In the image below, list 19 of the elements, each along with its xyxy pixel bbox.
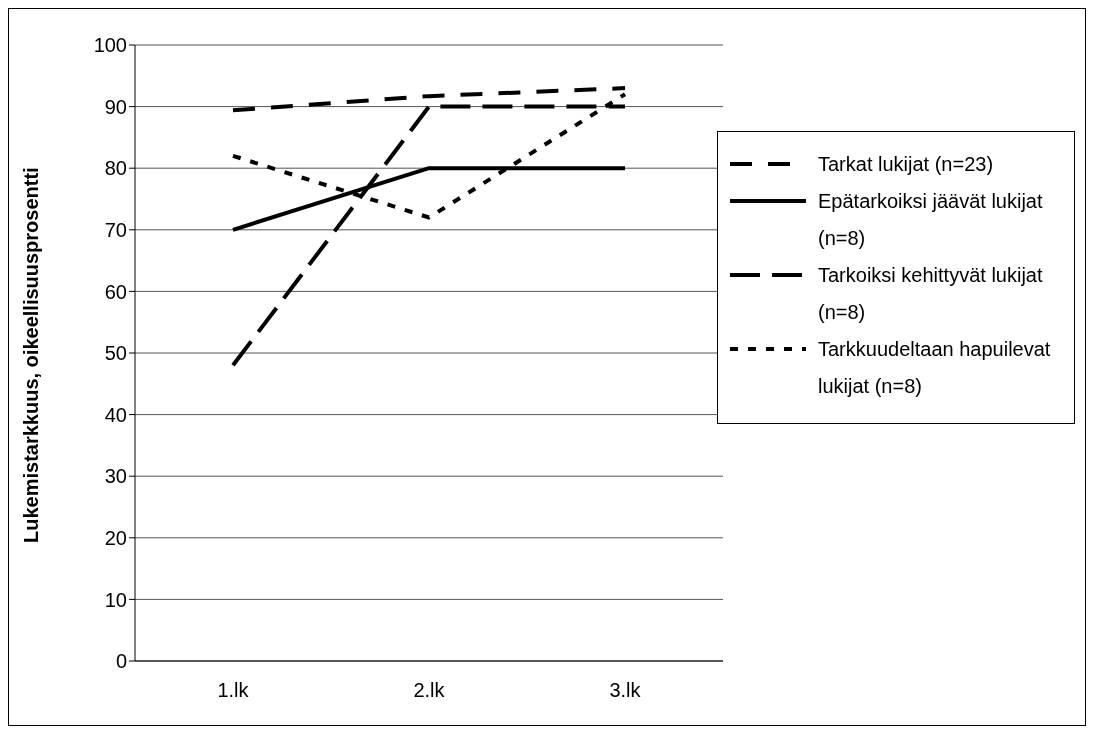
x-tick-label: 1.lk <box>217 679 250 702</box>
y-tick-label: 70 <box>104 218 127 241</box>
y-tick-label: 0 <box>115 650 127 673</box>
legend-label: Tarkat lukijat (n=23) <box>818 152 994 177</box>
y-tick-label: 20 <box>104 526 127 549</box>
y-tick-label: 40 <box>104 403 127 426</box>
legend-label: Tarkkuudeltaan hapuilevat lukijat (n=8) <box>818 337 1052 399</box>
y-tick-label: 10 <box>104 588 127 611</box>
y-tick-label: 60 <box>104 280 127 303</box>
y-tick-label: 30 <box>104 465 127 488</box>
y-tick-label: 80 <box>104 157 127 180</box>
legend-label: Epätarkoiksi jäävät lukijat (n=8) <box>818 189 1044 251</box>
y-tick-label: 100 <box>93 34 127 57</box>
x-tick-label: 3.lk <box>609 679 642 702</box>
legend-label: Tarkoiksi kehittyvät lukijat (n=8) <box>818 263 1044 325</box>
y-tick-label: 50 <box>104 342 127 365</box>
x-tick-label: 2.lk <box>413 679 446 702</box>
y-axis-title: Lukemistarkkuus, oikeellisuusprosentti <box>20 167 43 543</box>
y-tick-label: 90 <box>104 95 127 118</box>
